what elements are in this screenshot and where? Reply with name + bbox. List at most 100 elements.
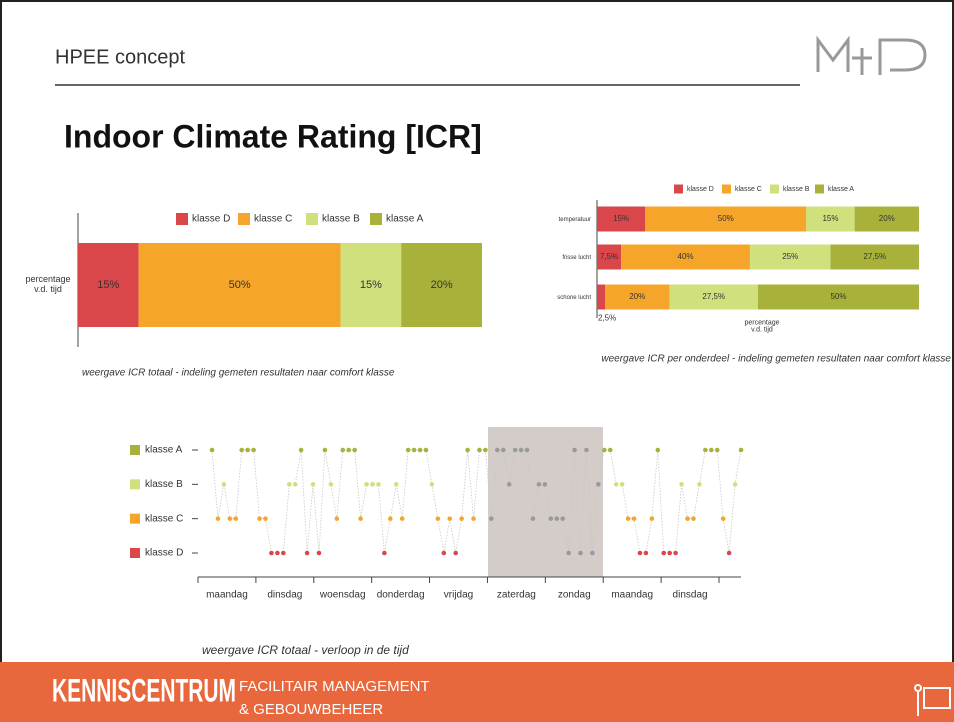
bar-segment bbox=[605, 284, 670, 310]
legend-label: klasse B bbox=[322, 214, 360, 225]
data-dot bbox=[685, 516, 690, 521]
legend-swatch bbox=[306, 213, 318, 225]
data-dot bbox=[423, 447, 429, 453]
value-label: 15% bbox=[613, 214, 629, 223]
value-label: 15% bbox=[97, 279, 119, 291]
y-tick-label: klasse B bbox=[145, 479, 183, 490]
data-dot bbox=[607, 447, 613, 453]
data-dot bbox=[596, 482, 601, 487]
data-dot bbox=[346, 447, 352, 453]
data-dot bbox=[364, 482, 369, 487]
legend-swatch bbox=[130, 548, 140, 558]
data-dot bbox=[703, 447, 708, 453]
legend-label: klasse C bbox=[254, 214, 292, 225]
data-dot bbox=[233, 516, 239, 521]
legend-swatch bbox=[674, 184, 683, 194]
legend-swatch bbox=[176, 213, 188, 225]
value-label: 2,5% bbox=[598, 314, 616, 323]
value-label: 20% bbox=[431, 279, 453, 291]
data-dot bbox=[572, 447, 577, 453]
data-dot bbox=[292, 482, 298, 487]
data-dot bbox=[370, 482, 375, 487]
data-dot bbox=[382, 550, 387, 556]
data-dot bbox=[738, 447, 744, 453]
data-dot bbox=[376, 482, 381, 487]
category-label: schone lucht bbox=[557, 295, 591, 301]
bar-segment bbox=[621, 244, 750, 270]
data-dot bbox=[584, 447, 589, 453]
value-label: 50% bbox=[718, 214, 734, 223]
legend-swatch bbox=[130, 513, 140, 524]
value-label: 50% bbox=[229, 279, 251, 291]
legend-swatch bbox=[722, 184, 731, 194]
legend-label: klasse C bbox=[735, 186, 762, 193]
data-dot bbox=[524, 447, 530, 453]
bar-segment bbox=[669, 284, 758, 310]
data-dot bbox=[251, 447, 256, 453]
heading: Indoor Climate Rating [ICR] bbox=[64, 118, 482, 154]
data-dot bbox=[720, 516, 726, 521]
bar-segment bbox=[597, 244, 622, 270]
legend-swatch bbox=[770, 184, 779, 194]
data-dot bbox=[495, 447, 500, 453]
data-dot bbox=[263, 516, 268, 521]
data-dot bbox=[691, 516, 696, 521]
footer-icon bbox=[914, 684, 951, 716]
data-dot bbox=[209, 447, 215, 453]
y-tick-label: klasse D bbox=[145, 548, 183, 559]
bar-segment bbox=[758, 284, 919, 310]
data-dot bbox=[459, 516, 464, 521]
data-dot bbox=[393, 482, 399, 487]
legend-swatch bbox=[130, 479, 140, 490]
bar-segment bbox=[749, 244, 831, 270]
data-dot bbox=[441, 550, 447, 556]
bar-segment bbox=[401, 243, 482, 327]
category-label: percentage v.d. tijd bbox=[25, 274, 70, 294]
category-label: temperatuur bbox=[559, 217, 591, 223]
x-tick-label: maandag bbox=[611, 590, 653, 601]
x-tick-label: zaterdag bbox=[497, 590, 536, 601]
weekend-shade bbox=[488, 427, 603, 577]
legend-swatch bbox=[370, 213, 382, 225]
data-dot bbox=[239, 447, 245, 453]
data-dot bbox=[625, 516, 631, 521]
data-dot bbox=[673, 550, 678, 556]
bar-segment bbox=[854, 206, 919, 232]
x-tick-label: dinsdag bbox=[673, 590, 708, 601]
data-dot bbox=[661, 550, 667, 556]
data-dot bbox=[352, 447, 357, 453]
data-dot bbox=[322, 447, 328, 453]
trend-line bbox=[211, 449, 742, 554]
value-label: 15% bbox=[360, 279, 382, 291]
data-dot bbox=[453, 550, 458, 556]
header-title: HPEE concept bbox=[55, 46, 186, 68]
data-dot bbox=[667, 550, 672, 556]
data-dot bbox=[215, 516, 221, 521]
data-dot bbox=[417, 447, 423, 453]
data-dot bbox=[619, 482, 625, 487]
legend-swatch bbox=[130, 445, 140, 455]
data-dot bbox=[221, 482, 227, 487]
x-tick-label: woensdag bbox=[319, 590, 366, 601]
footer-line: & GEBOUWBEHEER bbox=[239, 701, 383, 718]
value-label: 7,5% bbox=[600, 252, 618, 261]
data-dot bbox=[435, 516, 441, 521]
data-dot bbox=[554, 516, 560, 521]
legend-label: klasse A bbox=[386, 214, 424, 225]
data-dot bbox=[304, 550, 310, 556]
x-tick-label: maandag bbox=[206, 590, 248, 601]
x-tick-label: donderdag bbox=[377, 590, 425, 601]
footer-line: FACILITAIR MANAGEMENT bbox=[239, 678, 430, 695]
footer-band bbox=[0, 662, 954, 722]
data-dot bbox=[726, 550, 732, 556]
data-dot bbox=[613, 482, 619, 487]
data-dot bbox=[227, 516, 233, 521]
data-dot bbox=[708, 447, 714, 453]
data-dot bbox=[388, 516, 393, 521]
data-dot bbox=[590, 550, 595, 556]
x-tick-label: vrijdag bbox=[444, 590, 473, 601]
footer-brand: KENNISCENTRUM bbox=[52, 672, 236, 708]
data-dot bbox=[536, 482, 542, 487]
legend-label: klasse B bbox=[783, 186, 810, 193]
data-dot bbox=[298, 447, 304, 453]
